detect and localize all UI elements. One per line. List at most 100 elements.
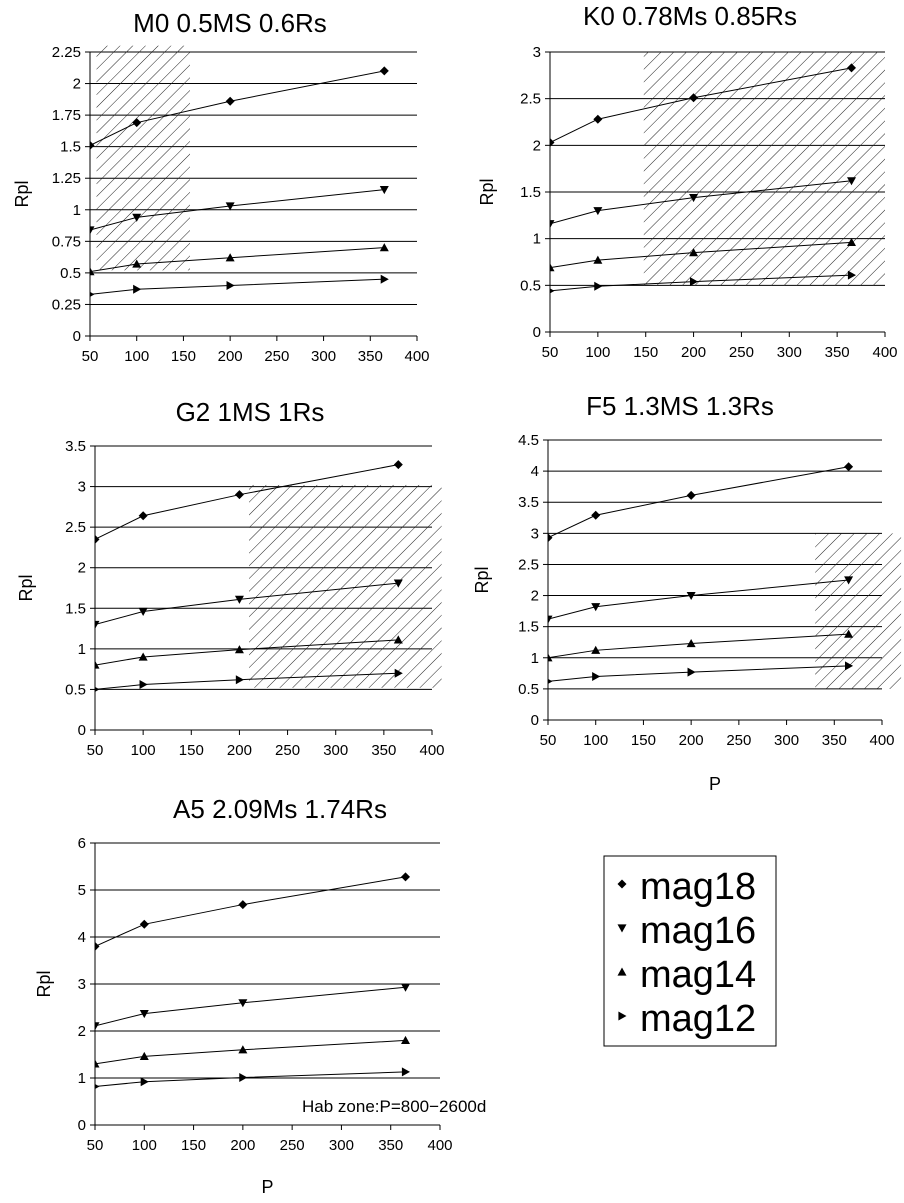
data-point [394, 668, 403, 678]
x-tick-label: 300 [323, 742, 348, 759]
chart-title: A5 2.09Ms 1.74Rs [173, 794, 387, 824]
data-point [687, 667, 696, 677]
x-tick-label: 100 [131, 742, 156, 759]
x-tick-label: 250 [275, 742, 300, 759]
data-point [548, 615, 553, 624]
x-tick-label: 100 [124, 348, 149, 365]
y-axis-label: Rpl [477, 178, 497, 205]
x-tick-label: 50 [82, 348, 99, 365]
y-tick-label: 2 [73, 76, 81, 93]
data-point [95, 1059, 100, 1068]
data-point [844, 462, 854, 472]
x-tick-label: 50 [87, 1137, 104, 1154]
x-tick-label: 400 [419, 742, 444, 759]
data-point [225, 202, 235, 211]
legend-marker [617, 967, 627, 976]
data-point [95, 620, 100, 630]
y-tick-label: 0 [78, 722, 86, 739]
y-tick-label: 1 [78, 641, 86, 658]
y-tick-label: 1.75 [52, 107, 81, 124]
data-point [238, 900, 248, 910]
series-mag12 [90, 274, 389, 297]
data-point [548, 678, 553, 684]
y-tick-label: 1.5 [520, 184, 541, 201]
x-tick-label: 200 [679, 732, 704, 749]
data-point [139, 1051, 149, 1060]
series-line [95, 582, 399, 625]
data-point [393, 635, 403, 644]
data-point [139, 1010, 149, 1019]
y-tick-label: 3 [531, 525, 539, 542]
data-point [132, 259, 142, 268]
series-mag18 [550, 63, 856, 148]
x-tick-label: 250 [729, 344, 754, 361]
y-axis-label: Rpl [16, 574, 36, 601]
y-tick-label: 1 [78, 1070, 86, 1087]
data-point [95, 1022, 100, 1031]
x-tick-label: 100 [132, 1137, 157, 1154]
legend-box [603, 855, 777, 1047]
data-point [379, 185, 389, 195]
series-line [550, 241, 852, 269]
series-mag14 [548, 629, 854, 662]
y-tick-label: 3.5 [518, 494, 539, 511]
series-mag12 [550, 270, 856, 294]
x-tick-label: 350 [358, 348, 383, 365]
x-tick-label: 350 [825, 344, 850, 361]
y-tick-label: 2 [531, 588, 539, 605]
data-point [133, 284, 142, 294]
x-tick-label: 150 [633, 344, 658, 361]
series-line [95, 672, 399, 690]
data-point [401, 872, 410, 882]
x-tick-label: 200 [227, 742, 252, 759]
data-point [550, 220, 555, 229]
data-point [138, 511, 148, 521]
data-point [238, 999, 248, 1008]
series-line [90, 189, 385, 231]
data-point [393, 460, 403, 470]
data-point [234, 595, 244, 604]
x-tick-label: 100 [583, 732, 608, 749]
hatched-region [643, 52, 885, 286]
data-point [591, 510, 601, 520]
chart-title: G2 1MS 1Rs [176, 397, 325, 427]
data-point [844, 629, 854, 638]
series-line [90, 247, 385, 273]
legend-marker [618, 1011, 627, 1021]
series-line [95, 639, 399, 666]
series-mag12 [95, 668, 403, 692]
y-tick-label: 0.5 [520, 277, 541, 294]
y-tick-label: 4.5 [518, 432, 539, 449]
series-mag16 [90, 185, 389, 235]
y-tick-label: 6 [78, 835, 86, 852]
legend-entry: mag16 [640, 910, 756, 952]
x-tick-label: 400 [869, 732, 894, 749]
y-tick-label: 2 [78, 560, 86, 577]
legend-entry: mag14 [640, 954, 756, 996]
chart-panel: A5 2.09Ms 1.74Rs 0 1 2 3 4 5 6 50 100 150 200 250 300… [34, 794, 453, 1197]
data-point [225, 253, 235, 262]
data-point [138, 652, 148, 661]
x-tick-label: 250 [726, 732, 751, 749]
x-tick-label: 150 [171, 348, 196, 365]
series-mag16 [548, 576, 854, 624]
y-tick-label: 2.25 [52, 44, 81, 61]
data-point [225, 96, 235, 106]
data-point [593, 114, 603, 124]
y-tick-label: 3 [533, 44, 541, 61]
series-line [548, 633, 849, 659]
data-point [548, 653, 553, 662]
hatched-region [815, 533, 902, 689]
data-point [689, 93, 699, 103]
y-tick-label: 3 [78, 479, 86, 496]
data-point [550, 288, 555, 294]
x-tick-label: 400 [427, 1137, 452, 1154]
series-line [95, 876, 406, 947]
series-mag14 [95, 1035, 410, 1068]
y-tick-label: 2.5 [65, 519, 86, 536]
y-tick-label: 3.5 [65, 438, 86, 455]
y-tick-label: 1 [533, 231, 541, 248]
series-mag14 [95, 635, 403, 669]
series-line [550, 274, 852, 292]
data-point [591, 645, 601, 654]
